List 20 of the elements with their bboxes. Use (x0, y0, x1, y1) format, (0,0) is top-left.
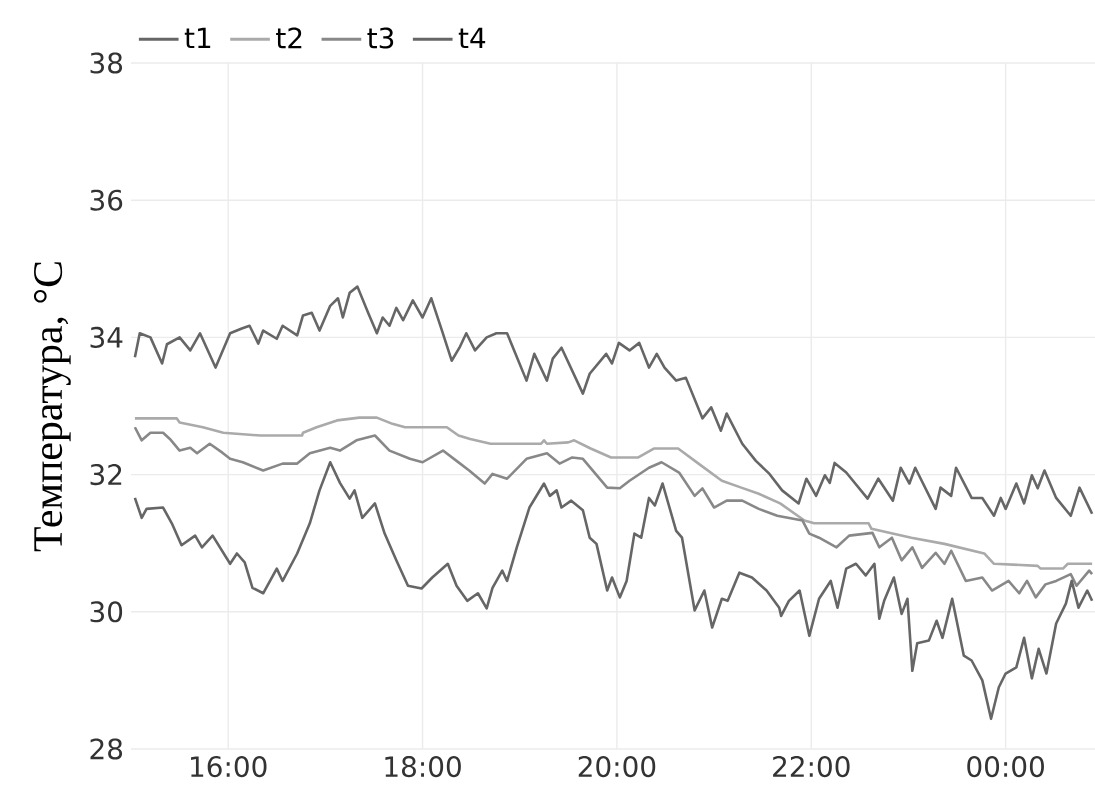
legend-label: t3 (367, 27, 394, 49)
y-tick-label: 28 (90, 738, 123, 760)
line-series (133, 416, 1094, 570)
legend-label: t1 (184, 27, 211, 49)
line-series (133, 425, 1094, 599)
y-tick-label: 30 (90, 601, 123, 623)
x-tick-label: 22:00 (773, 756, 850, 778)
line-series (133, 460, 1094, 721)
x-tick-label: 16:00 (191, 756, 267, 778)
x-tick-label: 00:00 (967, 756, 1044, 778)
y-tick-label: 34 (90, 326, 123, 348)
y-axis-title: Температура, °C (33, 262, 71, 552)
y-tick-label: 36 (90, 189, 123, 211)
x-tick-label: 20:00 (578, 756, 656, 778)
y-tick-label: 38 (90, 52, 123, 74)
line-series (133, 285, 1094, 518)
y-tick-label: 32 (90, 464, 122, 486)
legend-label: t4 (458, 27, 486, 49)
legend-label: t2 (276, 27, 302, 49)
x-tick-label: 18:00 (385, 756, 461, 778)
